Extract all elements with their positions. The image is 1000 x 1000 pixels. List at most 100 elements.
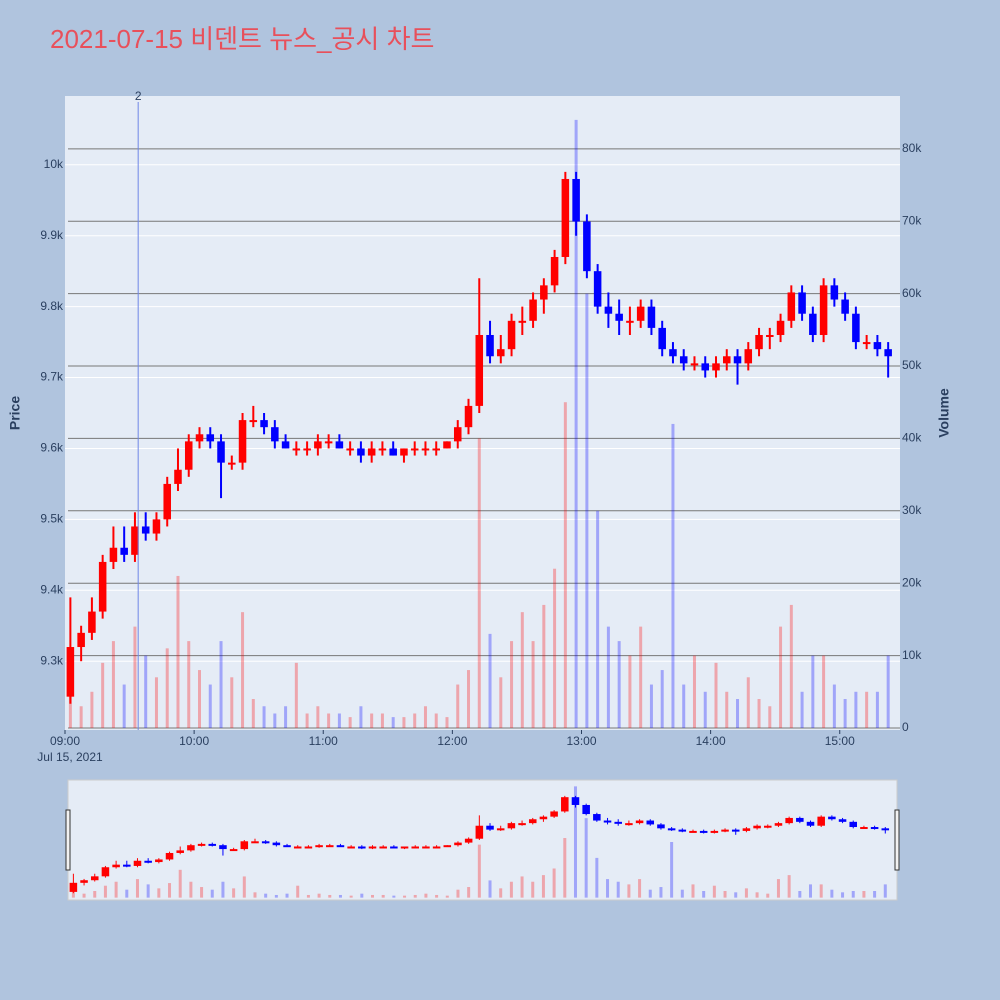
candle-body: [486, 825, 494, 830]
volume-bar: [638, 879, 642, 898]
volume-bar: [79, 706, 83, 728]
range-slider[interactable]: [67, 779, 898, 901]
candle-body: [733, 356, 742, 364]
volume-bar: [725, 691, 729, 728]
volume-bar: [251, 699, 255, 728]
candle-body: [80, 880, 88, 883]
candle-body: [120, 547, 128, 555]
range-handle-right[interactable]: [894, 809, 900, 871]
volume-bar: [574, 119, 578, 728]
y-tick-label: 9.8k: [40, 299, 64, 313]
candle-body: [550, 256, 559, 286]
volume-bar: [692, 655, 696, 728]
y2-tick-label: 70k: [902, 213, 922, 227]
candle-body: [603, 820, 612, 823]
range-handle-left[interactable]: [65, 809, 71, 871]
volume-bar: [691, 884, 695, 898]
candle-body: [744, 349, 753, 364]
y2-tick-label: 50k: [902, 358, 922, 372]
candle-body: [293, 846, 302, 849]
volume-bar: [553, 568, 557, 728]
volume-bar: [499, 888, 503, 898]
volume-bar: [273, 713, 277, 728]
y2-tick-label: 30k: [902, 503, 922, 517]
volume-bar: [328, 894, 332, 898]
volume-bar: [671, 423, 675, 728]
candle-body: [195, 434, 204, 442]
volume-bar: [873, 891, 877, 898]
volume-bar: [219, 641, 223, 728]
x-tick-label: 12:00: [437, 734, 467, 748]
volume-bar: [798, 891, 802, 898]
volume-bar: [510, 641, 514, 728]
candle-body: [785, 817, 793, 824]
candle-body: [77, 632, 85, 648]
candle-body: [787, 292, 796, 321]
candle-body: [647, 306, 656, 328]
volume-bar: [381, 894, 385, 898]
candle-body: [819, 285, 828, 335]
volume-bar: [616, 881, 620, 898]
volume-bar: [154, 677, 158, 728]
y2-axis-title: Volume: [936, 388, 952, 438]
volume-bar: [886, 655, 890, 728]
volume-bar: [176, 575, 180, 728]
volume-bar: [595, 857, 599, 898]
plot-area: [65, 96, 900, 730]
candle-body: [271, 427, 279, 442]
candle-body: [862, 342, 871, 345]
volume-bar: [585, 293, 589, 728]
volume-bar: [746, 677, 750, 728]
volume-bar: [337, 713, 341, 728]
volume-bar: [306, 894, 310, 898]
volume-bar: [488, 633, 492, 728]
candle-body: [636, 306, 645, 321]
candle-body: [486, 334, 494, 357]
volume-bar: [264, 893, 268, 898]
volume-bar: [768, 706, 772, 728]
volume-bar: [467, 887, 471, 898]
candle-body: [873, 342, 882, 350]
volume-bar: [456, 889, 460, 898]
volume-bar: [103, 885, 107, 898]
candle-body: [357, 448, 365, 456]
volume-bar: [606, 879, 610, 898]
volume-bar: [477, 844, 481, 898]
volume-bar: [305, 713, 309, 728]
y-tick-label: 9.4k: [40, 582, 64, 596]
volume-bar: [360, 893, 364, 898]
candle-body: [112, 864, 120, 868]
candle-body: [281, 441, 290, 449]
candle-body: [283, 845, 291, 848]
volume-bar: [230, 677, 234, 728]
candle-body: [358, 846, 366, 849]
candle-body: [604, 306, 613, 314]
annotation-text: 2: [135, 89, 142, 103]
volume-bar: [702, 891, 706, 898]
volume-bar: [680, 889, 684, 898]
candle-body: [176, 850, 184, 853]
x-tick-label: 10:00: [179, 734, 209, 748]
candle-body: [635, 820, 644, 824]
candle-body: [571, 797, 580, 805]
volume-bar: [875, 691, 879, 728]
volume-bar: [101, 662, 105, 728]
volume-bar: [294, 662, 298, 728]
volume-bar: [392, 895, 396, 898]
candle-body: [90, 876, 99, 881]
candle-body: [809, 313, 817, 335]
volume-bar: [165, 648, 169, 728]
volume-bar: [157, 888, 161, 898]
volume-bar: [809, 884, 813, 898]
volume-bar: [744, 888, 748, 898]
volume-bar: [359, 706, 363, 728]
candle-body: [796, 817, 804, 822]
volume-bar: [617, 641, 621, 728]
candle-body: [303, 448, 311, 451]
volume-bar: [723, 891, 727, 898]
candle-body: [187, 845, 195, 851]
volume-bar: [787, 875, 791, 898]
candle-body: [507, 320, 516, 350]
volume-bar: [682, 684, 686, 728]
y2-tick-label: 20k: [902, 575, 922, 589]
